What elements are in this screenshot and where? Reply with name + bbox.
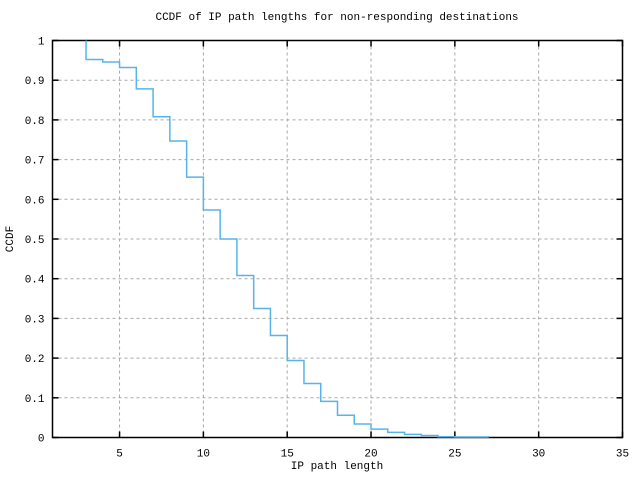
chart-title: CCDF of IP path lengths for non-respondi… <box>155 12 519 24</box>
x-tick-label: 10 <box>197 449 210 461</box>
x-tick-label: 15 <box>281 449 294 461</box>
y-tick-label: 0.4 <box>25 275 45 287</box>
y-tick-label: 0.3 <box>25 314 45 326</box>
y-tick-label: 0 <box>38 434 45 446</box>
y-tick-label: 0.7 <box>25 156 45 168</box>
y-tick-label: 0.9 <box>25 76 45 88</box>
y-tick-label: 0.8 <box>25 116 45 128</box>
x-tick-label: 35 <box>616 449 629 461</box>
x-tick-label: 5 <box>116 449 123 461</box>
y-tick-label: 0.2 <box>25 354 45 366</box>
ccdf-step-curve <box>85 40 490 438</box>
x-tick-label: 30 <box>532 449 545 461</box>
y-tick-label: 0.6 <box>25 195 45 207</box>
x-tick-label: 25 <box>448 449 461 461</box>
y-tick-label: 0.5 <box>25 235 45 247</box>
x-tick-label: 20 <box>364 449 377 461</box>
y-tick-label: 1 <box>38 37 45 49</box>
x-axis-label: IP path length <box>290 461 384 473</box>
y-tick-label: 0.1 <box>25 394 45 406</box>
